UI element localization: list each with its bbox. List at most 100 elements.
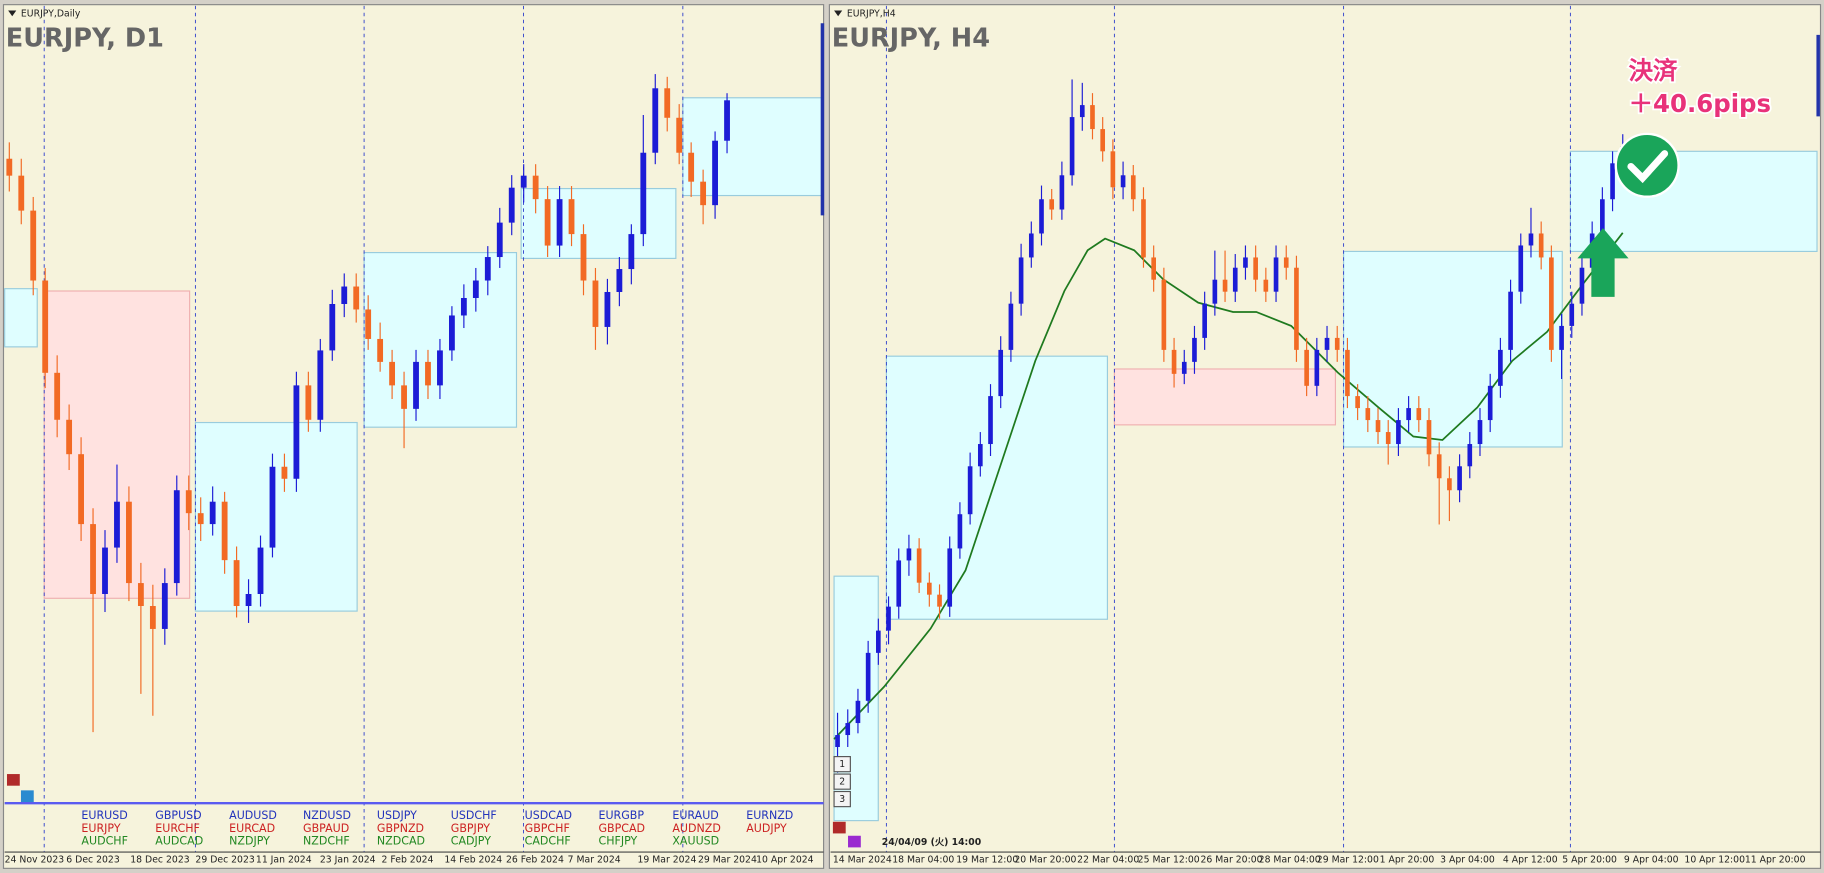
symbol-link[interactable]: AUDJPY	[746, 822, 787, 835]
symbol-link[interactable]: AUDCHF	[81, 835, 128, 848]
symbol-link[interactable]: EURCAD	[229, 822, 275, 835]
candle-body	[1100, 129, 1106, 152]
symbol-link[interactable]: CADJPY	[451, 835, 491, 848]
timeframe-button[interactable]	[833, 756, 851, 773]
candle-body	[54, 372, 61, 420]
candle-body	[18, 175, 25, 211]
maximize-icon[interactable]	[848, 835, 861, 848]
symbol-link[interactable]: USDCHF	[451, 809, 497, 822]
candle-body	[664, 88, 671, 118]
symbol-link[interactable]: GBPCAD	[599, 822, 646, 835]
candle-body	[1487, 385, 1493, 421]
date-label: 4 Apr 12:00	[1503, 855, 1558, 866]
candle-body	[916, 548, 922, 583]
candle-body	[1559, 325, 1564, 350]
symbol-link[interactable]: AUDUSD	[229, 809, 277, 822]
candle-body	[245, 593, 252, 607]
date-label: 29 Dec 2023	[195, 855, 254, 866]
symbol-link[interactable]: GBPAUD	[303, 822, 349, 835]
candle-body	[472, 280, 479, 298]
candle-body	[269, 466, 276, 548]
candle-body	[580, 234, 587, 281]
maximize-icon[interactable]	[20, 790, 34, 802]
candle-body	[592, 280, 599, 327]
candle-body	[1314, 349, 1320, 386]
candle-body	[126, 501, 132, 584]
date-label: 19 Mar 2024	[637, 855, 696, 866]
candle-body	[700, 181, 707, 206]
candle-body	[1538, 233, 1544, 258]
candle-body	[998, 349, 1004, 397]
symbol-link[interactable]: EURJPY	[81, 822, 120, 835]
candle-body	[568, 199, 575, 235]
candle-body	[1141, 199, 1146, 258]
timeframe-button[interactable]	[833, 773, 851, 790]
window-caption: EURJPY,Daily	[21, 8, 81, 19]
candle-body	[185, 490, 192, 514]
candle-body	[317, 350, 324, 420]
candle-body	[835, 735, 840, 748]
candle-body	[1467, 444, 1473, 467]
date-label: 20 Mar 20:00	[1014, 855, 1076, 866]
symbol-link[interactable]: AUDCAD	[155, 835, 203, 848]
candle-body	[389, 361, 396, 386]
date-label: 28 Mar 04:00	[1259, 855, 1321, 866]
candle-body	[520, 175, 527, 188]
symbol-link[interactable]: EURNZD	[746, 809, 793, 822]
symbol-link[interactable]: EURAUD	[672, 809, 718, 822]
candle-body	[1518, 245, 1524, 292]
candle-body	[1579, 267, 1585, 304]
symbol-link[interactable]: NZDJPY	[229, 835, 270, 848]
candle-body	[1528, 233, 1534, 246]
date-label: 10 Apr 2024	[756, 855, 814, 866]
box	[682, 97, 824, 197]
symbol-link[interactable]: XAUUSD	[672, 835, 719, 848]
timeframe-button[interactable]	[833, 790, 851, 808]
symbol-link[interactable]: EURCHF	[155, 822, 200, 835]
symbol-link[interactable]: EURGBP	[599, 809, 645, 822]
button-label[interactable]: 2	[839, 777, 845, 788]
candle-body	[628, 234, 635, 270]
symbol-link[interactable]: USDJPY	[377, 809, 417, 822]
candle-body	[401, 385, 407, 409]
close-icon[interactable]	[832, 821, 846, 834]
symbol-link[interactable]: GBPCHF	[525, 822, 570, 835]
candle-body	[1028, 233, 1034, 258]
candle-body	[876, 630, 881, 653]
candle-body	[353, 286, 360, 310]
candle-body	[102, 547, 108, 594]
close-icon[interactable]	[6, 774, 20, 786]
candle-body	[1406, 408, 1411, 421]
chart-title: EURJPY, D1	[6, 24, 164, 54]
candle-body	[1120, 175, 1126, 188]
symbol-link[interactable]: EURUSD	[81, 809, 127, 822]
symbol-link[interactable]: NZDUSD	[303, 809, 351, 822]
button-label[interactable]: 3	[839, 794, 845, 805]
symbol-link[interactable]: GBPNZD	[377, 822, 424, 835]
candle-body	[1263, 279, 1269, 292]
symbol-link[interactable]: CHFJPY	[599, 835, 638, 848]
box	[520, 187, 677, 259]
symbol-link[interactable]: AUDNZD	[672, 822, 720, 835]
candle-body	[1008, 303, 1014, 350]
symbol-link[interactable]: NZDCAD	[377, 835, 425, 848]
candle-body	[305, 385, 312, 420]
symbol-link[interactable]: NZDCHF	[303, 835, 350, 848]
button-label[interactable]: 1	[839, 759, 845, 770]
date-label: 26 Mar 20:00	[1200, 855, 1262, 866]
symbol-link[interactable]: USDCAD	[525, 809, 572, 822]
date-label: 14 Feb 2024	[444, 855, 502, 866]
left-panel	[2, 4, 825, 869]
check-mark	[1627, 150, 1669, 184]
symbol-link[interactable]: GBPJPY	[451, 822, 490, 835]
box	[885, 355, 1109, 620]
candle-body	[1334, 337, 1340, 350]
candle-body	[173, 490, 180, 584]
symbol-link[interactable]: CADCHF	[525, 835, 571, 848]
candle-body	[927, 582, 932, 595]
candle-body	[1110, 151, 1116, 188]
candle-body	[676, 117, 683, 153]
symbol-link[interactable]: GBPUSD	[155, 809, 201, 822]
panel-content: EURJPY,H4 EURJPY, H4 14 Mar 2024 18 Mar 04:…	[832, 8, 1806, 865]
